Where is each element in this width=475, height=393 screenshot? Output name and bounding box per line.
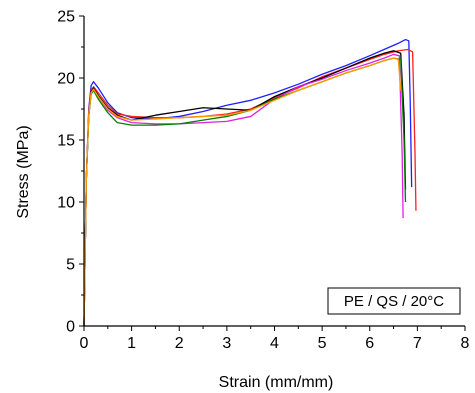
y-tick-label: 20 [57, 71, 75, 88]
tick-layer: 0 1 2 3 4 5 6 7 8 0 5 10 15 20 25 [57, 9, 469, 353]
series-layer [83, 38, 417, 327]
series-line-2 [83, 48, 417, 327]
annotation-text: PE / QS / 20°C [344, 293, 444, 310]
series-line-5 [83, 57, 407, 327]
y-tick-label: 0 [66, 319, 75, 336]
y-tick-label: 5 [66, 257, 75, 274]
x-tick-label: 7 [413, 335, 422, 352]
series-line-6 [83, 57, 402, 327]
x-tick-label: 4 [270, 335, 279, 352]
x-tick-label: 5 [318, 335, 327, 352]
x-axis-title: Strain (mm/mm) [219, 374, 334, 391]
x-tick-label: 0 [80, 335, 89, 352]
series-line-1 [83, 38, 413, 327]
x-tick-label: 6 [365, 335, 374, 352]
series-line-4 [83, 53, 404, 327]
axes [83, 16, 465, 327]
annotation-box: PE / QS / 20°C [327, 287, 461, 315]
x-tick-label: 1 [127, 335, 136, 352]
x-tick-label: 2 [175, 335, 184, 352]
y-axis-title: Stress (MPa) [15, 125, 32, 218]
y-tick-label: 25 [57, 9, 75, 26]
series-line-3 [83, 50, 407, 327]
x-tick-label: 8 [461, 335, 470, 352]
y-tick-label: 15 [57, 133, 75, 150]
y-tick-label: 10 [57, 195, 75, 212]
x-tick-label: 3 [222, 335, 231, 352]
